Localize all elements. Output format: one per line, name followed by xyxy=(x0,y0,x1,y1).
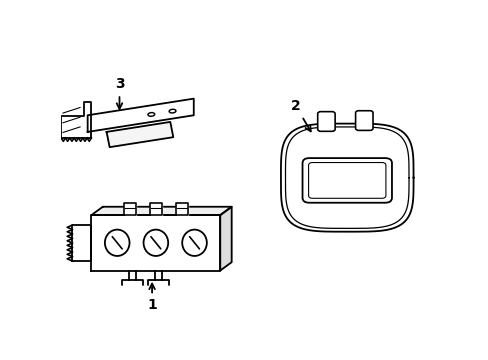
Polygon shape xyxy=(91,207,231,215)
Polygon shape xyxy=(72,225,91,261)
Polygon shape xyxy=(87,99,193,132)
Text: 3: 3 xyxy=(115,77,124,91)
Polygon shape xyxy=(149,203,162,215)
Polygon shape xyxy=(175,203,187,215)
FancyBboxPatch shape xyxy=(302,158,391,203)
FancyBboxPatch shape xyxy=(355,111,372,130)
Ellipse shape xyxy=(143,230,168,256)
Polygon shape xyxy=(124,203,136,215)
Polygon shape xyxy=(91,215,220,270)
FancyBboxPatch shape xyxy=(308,162,385,198)
Text: 1: 1 xyxy=(147,298,157,312)
Ellipse shape xyxy=(105,230,129,256)
Polygon shape xyxy=(61,102,91,138)
Ellipse shape xyxy=(182,230,206,256)
Polygon shape xyxy=(281,123,413,232)
Text: 2: 2 xyxy=(291,99,300,113)
Polygon shape xyxy=(220,207,231,270)
Polygon shape xyxy=(106,122,173,147)
FancyBboxPatch shape xyxy=(317,112,334,131)
